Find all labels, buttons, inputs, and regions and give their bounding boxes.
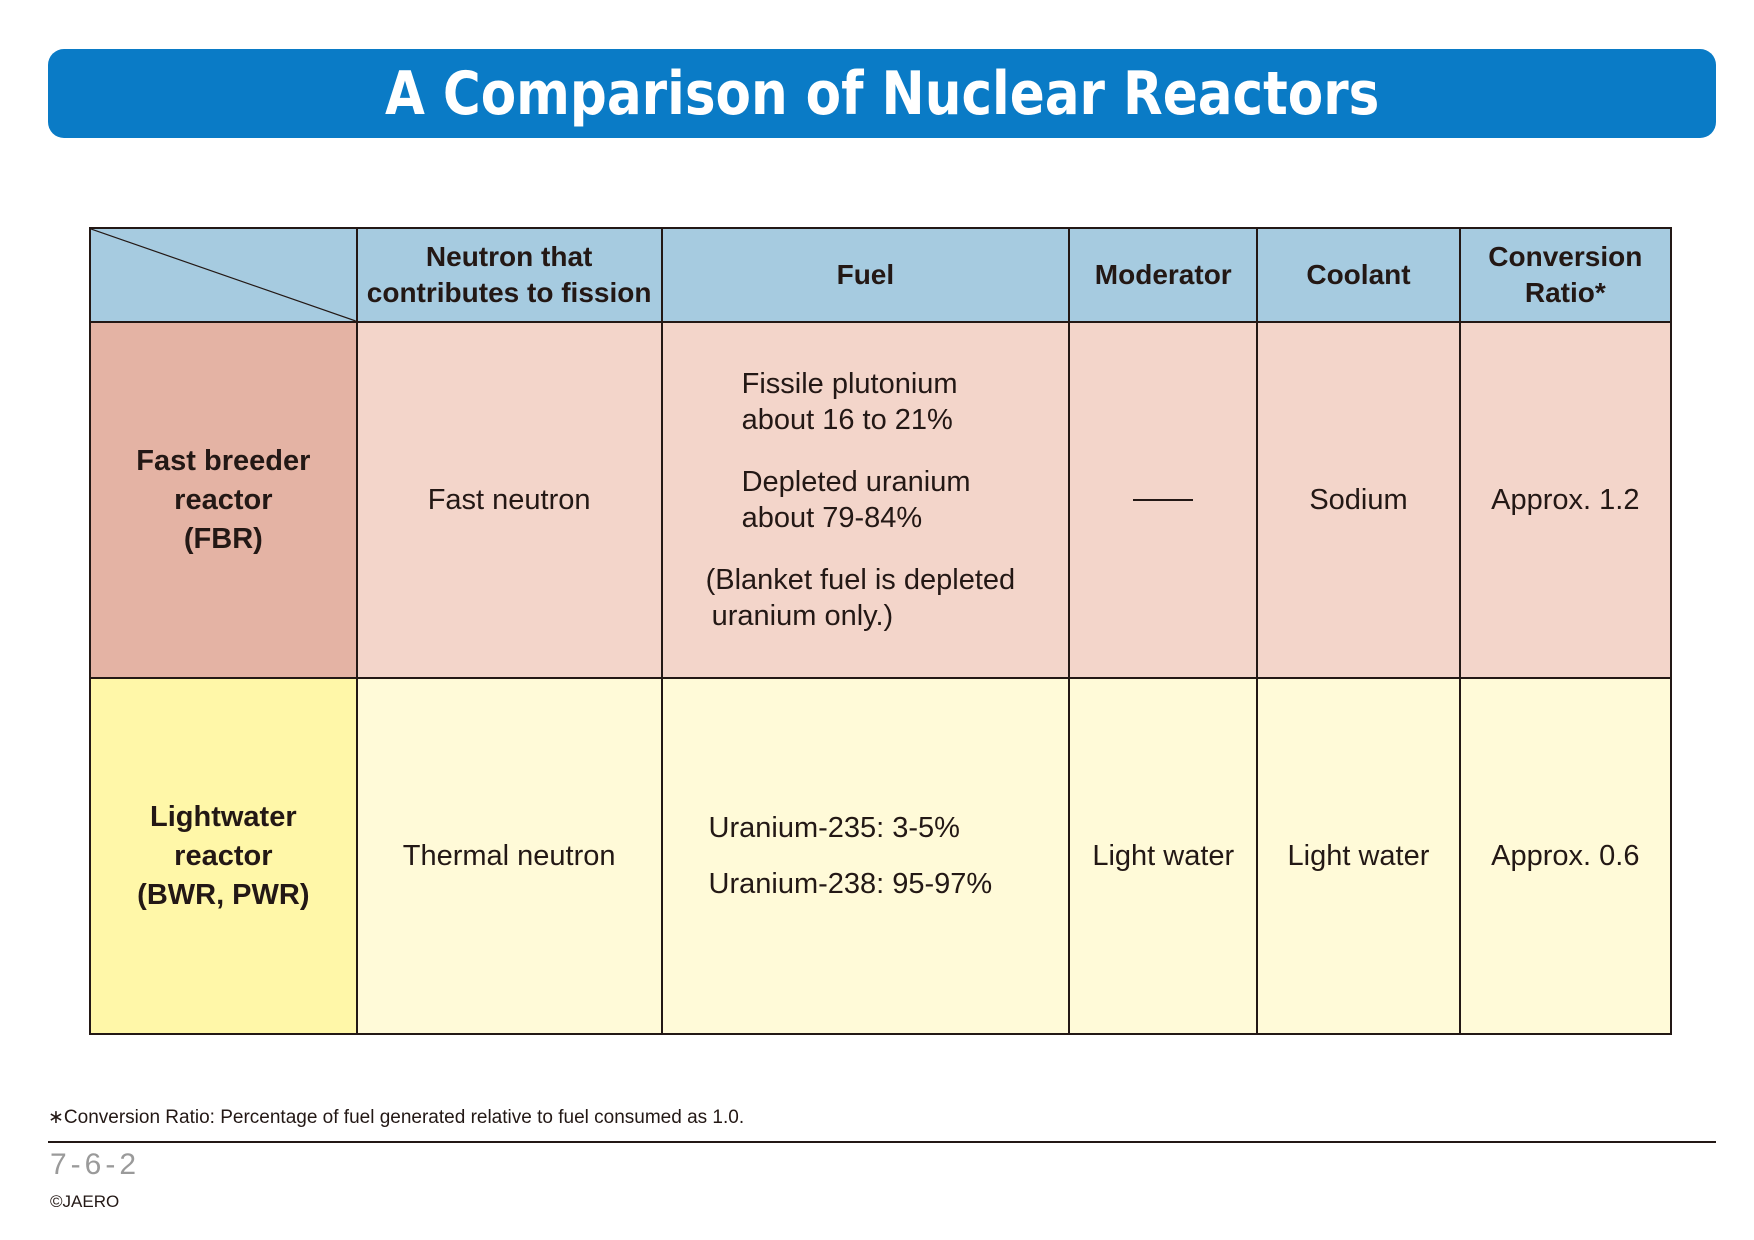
coolant-value: Sodium <box>1309 484 1408 516</box>
cell-neutron-fbr: Fast neutron <box>355 321 663 679</box>
neutron-value: Thermal neutron <box>402 840 616 872</box>
fuel-line: Uranium-235: 3-5% <box>708 812 960 844</box>
row-head-fbr: Fast breeder reactor (FBR) <box>89 321 358 679</box>
page-number: 7-6-2 <box>50 1148 141 1181</box>
cell-coolant-fbr: Sodium <box>1256 321 1461 679</box>
header-neutron: Neutron that contributes to fission <box>355 227 663 323</box>
fuel-line: (Blanket fuel is depleted <box>705 564 1016 596</box>
fuel-line: about 79-84% <box>741 502 923 534</box>
footer-divider <box>48 1141 1716 1143</box>
coolant-value: Light water <box>1287 840 1430 872</box>
fuel-block-fbr: Fissile plutonium about 16 to 21% Deplet… <box>706 366 1016 634</box>
page-title: A Comparison of Nuclear Reactors <box>384 58 1380 129</box>
header-moderator: Moderator <box>1068 227 1259 323</box>
title-banner: A Comparison of Nuclear Reactors <box>48 49 1716 138</box>
comparison-table: Neutron that contributes to fission Fuel… <box>89 227 1673 1035</box>
diagonal-line <box>91 229 356 321</box>
row-name-line: Fast breeder <box>136 444 311 477</box>
ratio-value: Approx. 1.2 <box>1491 484 1640 516</box>
copyright: ©JAERO <box>50 1192 120 1211</box>
fuel-line: Depleted uranium <box>741 466 971 498</box>
header-ratio-line2: Ratio* <box>1524 277 1606 308</box>
ratio-value: Approx. 0.6 <box>1491 840 1640 872</box>
table-row-lwr: Lightwater reactor (BWR, PWR) Thermal ne… <box>89 677 1673 1035</box>
fuel-line: uranium only.) <box>711 600 894 632</box>
row-name-line: (FBR) <box>183 522 263 555</box>
cell-moderator-lwr: Light water <box>1068 677 1259 1035</box>
cell-neutron-lwr: Thermal neutron <box>355 677 663 1035</box>
fuel-line: Fissile plutonium <box>741 368 958 400</box>
footnote: ∗Conversion Ratio: Percentage of fuel ge… <box>48 1107 745 1128</box>
moderator-value: Light water <box>1092 840 1235 872</box>
cell-moderator-fbr <box>1068 321 1259 679</box>
header-neutron-line1: Neutron that <box>425 241 593 272</box>
none-dash <box>1133 498 1194 501</box>
fuel-line: Uranium-238: 95-97% <box>708 868 993 900</box>
cell-coolant-lwr: Light water <box>1256 677 1461 1035</box>
table-row-fbr: Fast breeder reactor (FBR) Fast neutron … <box>89 321 1673 679</box>
row-name-line: reactor <box>174 483 273 516</box>
row-name-line: reactor <box>174 839 273 872</box>
cell-fuel-lwr: Uranium-235: 3-5% Uranium-238: 95-97% <box>660 677 1071 1035</box>
header-coolant: Coolant <box>1256 227 1461 323</box>
row-name-line: Lightwater <box>150 800 297 833</box>
neutron-value: Fast neutron <box>427 484 591 516</box>
cell-ratio-lwr: Approx. 0.6 <box>1458 677 1673 1035</box>
cell-ratio-fbr: Approx. 1.2 <box>1458 321 1673 679</box>
row-head-lwr: Lightwater reactor (BWR, PWR) <box>89 677 358 1035</box>
row-name-line: (BWR, PWR) <box>137 878 310 911</box>
header-row: Neutron that contributes to fission Fuel… <box>89 227 1673 323</box>
fuel-line: about 16 to 21% <box>741 404 953 436</box>
fuel-block-lwr: Uranium-235: 3-5% Uranium-238: 95-97% <box>709 810 993 902</box>
corner-cell <box>89 227 358 323</box>
header-ratio-line1: Conversion <box>1488 241 1643 272</box>
header-conversion-ratio: Conversion Ratio* <box>1458 227 1673 323</box>
cell-fuel-fbr: Fissile plutonium about 16 to 21% Deplet… <box>660 321 1071 679</box>
header-fuel: Fuel <box>660 227 1071 323</box>
header-neutron-line2: contributes to fission <box>366 277 652 308</box>
